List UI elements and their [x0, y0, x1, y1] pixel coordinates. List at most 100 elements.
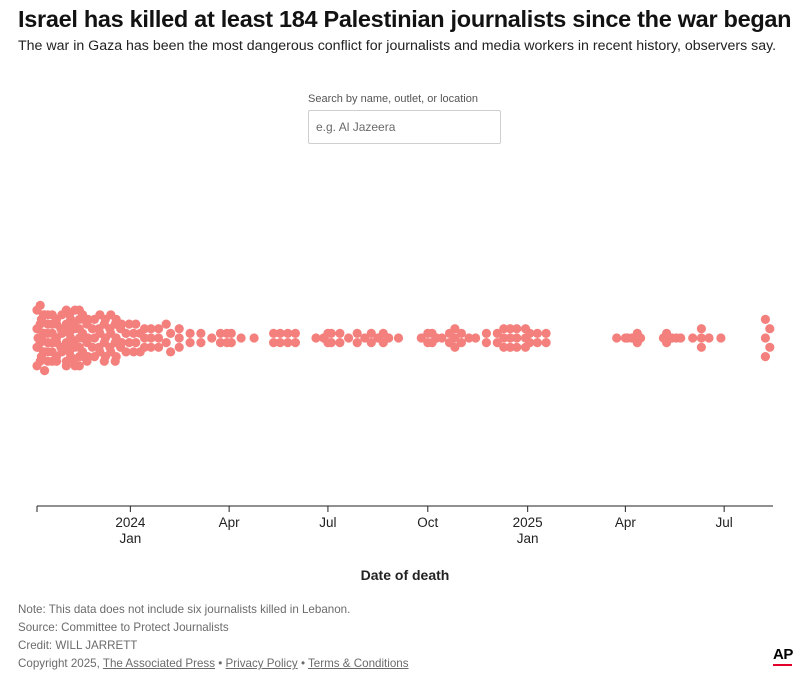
journalist-dot[interactable] — [612, 333, 622, 343]
journalist-dot[interactable] — [121, 328, 131, 338]
journalist-dot[interactable] — [290, 338, 300, 348]
journalist-dot[interactable] — [499, 333, 509, 343]
journalist-dot[interactable] — [83, 314, 93, 324]
journalist-dot[interactable] — [696, 333, 707, 343]
journalist-dot[interactable] — [283, 338, 293, 348]
journalist-dot[interactable] — [360, 333, 370, 343]
journalist-dot[interactable] — [437, 333, 447, 343]
journalist-dot[interactable] — [139, 324, 150, 334]
journalist-dot[interactable] — [74, 361, 84, 371]
journalist-dot[interactable] — [40, 366, 50, 376]
journalist-dot[interactable] — [275, 338, 285, 348]
journalist-dot[interactable] — [196, 338, 206, 348]
journalist-dot[interactable] — [760, 314, 771, 324]
journalist-dot[interactable] — [61, 361, 71, 371]
journalist-dot[interactable] — [226, 338, 236, 348]
journalist-dot[interactable] — [236, 333, 246, 343]
journalist-dot[interactable] — [283, 328, 293, 338]
journalist-dot[interactable] — [249, 333, 259, 343]
journalist-dot[interactable] — [129, 347, 139, 357]
journalist-dot[interactable] — [196, 328, 206, 338]
journalist-dot[interactable] — [166, 347, 176, 357]
journalist-dot[interactable] — [161, 319, 171, 329]
journalist-dot[interactable] — [636, 333, 646, 343]
journalist-dot[interactable] — [87, 324, 97, 334]
journalist-dot[interactable] — [541, 328, 551, 338]
journalist-dot[interactable] — [124, 338, 134, 348]
journalist-dot[interactable] — [384, 333, 394, 343]
journalist-dot[interactable] — [471, 333, 481, 343]
journalist-dot[interactable] — [416, 333, 426, 343]
journalist-dot[interactable] — [124, 319, 134, 329]
journalist-dot[interactable] — [83, 352, 93, 362]
journalist-dot[interactable] — [499, 342, 509, 352]
journalist-dot[interactable] — [765, 324, 775, 334]
journalist-dot[interactable] — [352, 328, 362, 338]
journalist-dot[interactable] — [450, 324, 460, 334]
journalist-dot[interactable] — [35, 319, 45, 329]
journalist-dot[interactable] — [269, 338, 279, 348]
journalist-dot[interactable] — [525, 338, 535, 348]
journalist-dot[interactable] — [326, 338, 336, 348]
journalist-dot[interactable] — [344, 333, 354, 343]
journalist-dot[interactable] — [366, 328, 376, 338]
journalist-dot[interactable] — [146, 333, 156, 343]
journalist-dot[interactable] — [117, 338, 127, 348]
journalist-dot[interactable] — [366, 338, 376, 348]
journalist-dot[interactable] — [269, 328, 279, 338]
journalist-dot[interactable] — [481, 338, 491, 348]
journalist-dot[interactable] — [117, 319, 127, 329]
journalist-dot[interactable] — [456, 338, 466, 348]
journalist-dot[interactable] — [215, 338, 226, 348]
journalist-dot[interactable] — [512, 342, 522, 352]
journalist-dot[interactable] — [207, 333, 217, 343]
journalist-dot[interactable] — [154, 333, 164, 343]
journalist-dot[interactable] — [765, 342, 775, 352]
journalist-dot[interactable] — [275, 328, 285, 338]
journalist-dot[interactable] — [335, 328, 345, 338]
journalist-dot[interactable] — [512, 333, 522, 343]
journalist-dot[interactable] — [393, 333, 404, 343]
journalist-dot[interactable] — [174, 333, 184, 343]
journalist-dot[interactable] — [512, 324, 522, 334]
journalist-dot[interactable] — [154, 342, 164, 352]
journalist-dot[interactable] — [525, 328, 535, 338]
journalist-dot[interactable] — [326, 328, 336, 338]
journalist-dot[interactable] — [505, 333, 515, 343]
ap-link[interactable]: The Associated Press — [102, 657, 216, 670]
journalist-dot[interactable] — [760, 333, 771, 343]
journalist-dot[interactable] — [335, 338, 345, 348]
journalist-dot[interactable] — [311, 333, 321, 343]
journalist-dot[interactable] — [174, 342, 184, 352]
journalist-dot[interactable] — [532, 338, 543, 348]
journalist-dot[interactable] — [716, 333, 726, 343]
journalist-dot[interactable] — [676, 333, 686, 343]
journalist-dot[interactable] — [499, 324, 509, 334]
journalist-dot[interactable] — [129, 328, 139, 338]
journalist-dot[interactable] — [154, 324, 164, 334]
journalist-dot[interactable] — [161, 338, 171, 348]
journalist-dot[interactable] — [481, 328, 491, 338]
journalist-dot[interactable] — [121, 347, 131, 357]
journalist-dot[interactable] — [87, 342, 97, 352]
ap-logo[interactable]: AP — [773, 646, 793, 663]
journalist-dot[interactable] — [146, 324, 156, 334]
journalist-dot[interactable] — [290, 328, 300, 338]
journalist-dot[interactable] — [111, 352, 121, 362]
journalist-dot[interactable] — [35, 356, 45, 366]
journalist-dot[interactable] — [139, 342, 150, 352]
journalist-dot[interactable] — [541, 338, 551, 348]
journalist-dot[interactable] — [185, 338, 195, 348]
journalist-dot[interactable] — [139, 333, 150, 343]
journalist-dot[interactable] — [704, 333, 714, 343]
privacy-policy-link[interactable]: Privacy Policy — [225, 657, 298, 670]
journalist-dot[interactable] — [532, 328, 543, 338]
journalist-dot[interactable] — [215, 328, 226, 338]
journalist-dot[interactable] — [688, 333, 698, 343]
journalist-dot[interactable] — [146, 342, 156, 352]
journalist-dot[interactable] — [492, 328, 502, 338]
journalist-dot[interactable] — [174, 324, 184, 334]
journalist-dot[interactable] — [226, 328, 236, 338]
journalist-dot[interactable] — [450, 333, 460, 343]
journalist-dot[interactable] — [83, 333, 93, 343]
